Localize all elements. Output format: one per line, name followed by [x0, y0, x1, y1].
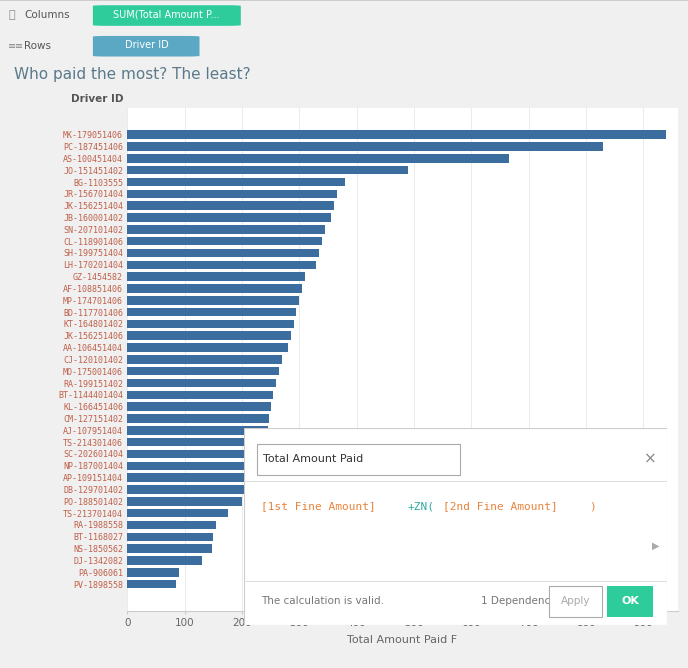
Text: [2nd Fine Amount]: [2nd Fine Amount] — [443, 502, 558, 511]
Bar — [127, 450, 262, 458]
Text: OK: OK — [621, 596, 639, 606]
FancyBboxPatch shape — [549, 586, 602, 617]
Bar — [127, 497, 242, 506]
Bar — [127, 154, 508, 162]
Bar — [127, 355, 282, 363]
Text: The calculation is valid.: The calculation is valid. — [261, 596, 384, 606]
Bar — [127, 273, 305, 281]
Bar — [127, 166, 408, 174]
Bar — [127, 343, 288, 352]
Text: ×: × — [644, 452, 657, 467]
Bar — [127, 190, 336, 198]
Bar — [127, 331, 290, 340]
Bar — [127, 520, 216, 529]
Bar — [127, 532, 213, 541]
Text: ≡: ≡ — [15, 41, 23, 51]
Bar — [127, 414, 270, 423]
Text: ≡: ≡ — [8, 41, 17, 51]
Text: Driver ID: Driver ID — [125, 41, 169, 51]
FancyBboxPatch shape — [93, 5, 241, 26]
Bar — [127, 320, 294, 328]
Bar — [127, 284, 302, 293]
Bar — [127, 485, 256, 494]
Text: [1st Fine Amount]: [1st Fine Amount] — [261, 502, 376, 511]
Bar — [127, 367, 279, 375]
Text: Apply: Apply — [561, 596, 590, 606]
FancyBboxPatch shape — [93, 36, 200, 57]
Bar — [127, 237, 322, 245]
Text: Who paid the most? The least?: Who paid the most? The least? — [14, 67, 250, 82]
Bar — [127, 248, 319, 257]
Bar — [127, 556, 202, 564]
Bar — [127, 308, 297, 317]
Bar — [127, 213, 331, 222]
Text: Columns: Columns — [24, 11, 69, 20]
Bar — [127, 379, 277, 387]
Bar — [127, 474, 259, 482]
Text: Rows: Rows — [24, 41, 51, 51]
Bar — [127, 438, 265, 446]
Bar — [127, 142, 603, 151]
X-axis label: Total Amount Paid F: Total Amount Paid F — [347, 635, 458, 645]
FancyBboxPatch shape — [608, 586, 653, 617]
Bar — [127, 568, 179, 576]
Text: +ZN(: +ZN( — [407, 502, 434, 511]
Text: ⦀: ⦀ — [8, 11, 15, 20]
Text: ▶: ▶ — [652, 541, 660, 550]
Bar — [127, 261, 316, 269]
Bar — [127, 201, 334, 210]
Bar — [127, 509, 228, 518]
Text: Driver ID: Driver ID — [72, 94, 124, 104]
Text: SUM(Total Amount P...: SUM(Total Amount P... — [114, 10, 219, 20]
Bar — [127, 402, 270, 411]
Bar — [127, 544, 212, 553]
Bar — [127, 391, 274, 399]
Bar — [127, 130, 666, 139]
FancyBboxPatch shape — [257, 444, 460, 475]
Bar — [127, 462, 260, 470]
Bar — [127, 580, 176, 589]
Bar — [127, 426, 268, 435]
Bar — [127, 178, 345, 186]
Text: 1 Dependency ▼: 1 Dependency ▼ — [481, 596, 568, 606]
Text: ): ) — [589, 502, 596, 511]
Bar — [127, 296, 299, 305]
Bar — [127, 225, 325, 234]
Text: Total Amount Paid: Total Amount Paid — [264, 454, 363, 464]
